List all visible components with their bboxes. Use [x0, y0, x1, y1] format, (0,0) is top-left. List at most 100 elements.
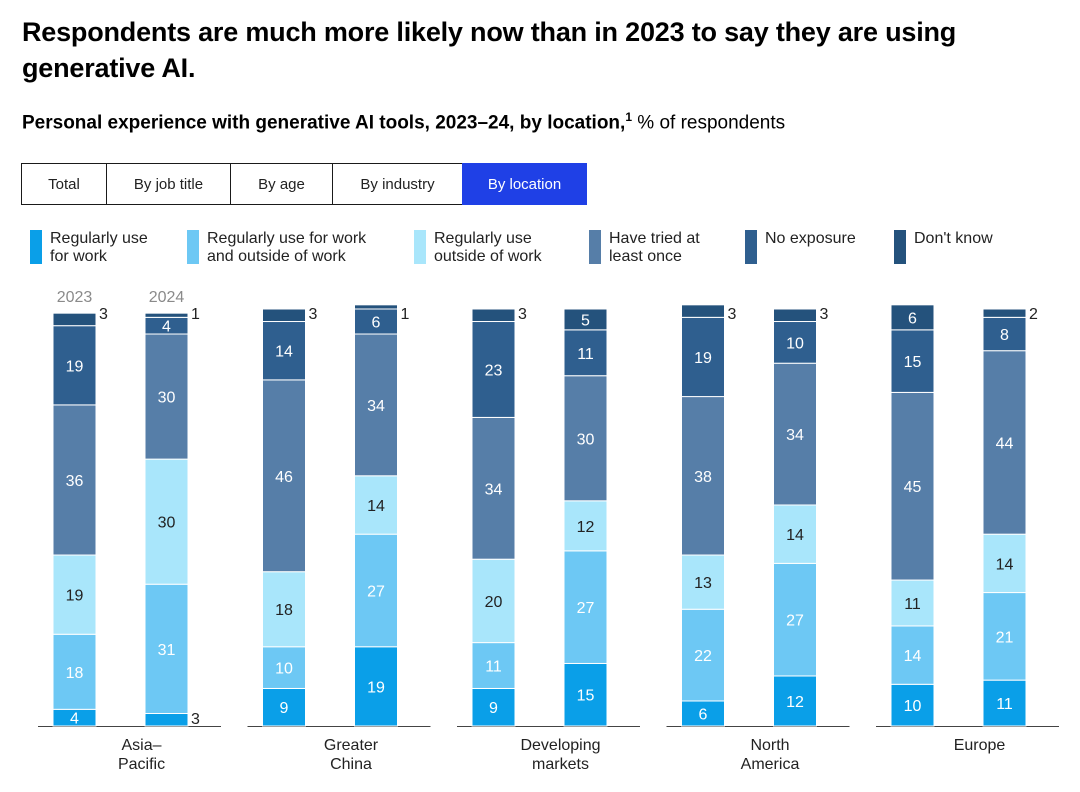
tab-by-industry[interactable]: By industry — [332, 163, 463, 205]
tab-by-location[interactable]: By location — [462, 163, 587, 205]
data-label: 4 — [162, 319, 171, 336]
bar-segment-greater-china-2023-have-tried-at-least-once — [262, 379, 306, 573]
subtitle-unit: % of respondents — [637, 112, 786, 134]
data-label: 12 — [786, 694, 804, 711]
data-label: 1 — [191, 306, 200, 323]
chart-subtitle: Personal experience with generative AI t… — [22, 104, 785, 136]
data-label: 11 — [996, 696, 1013, 713]
bar-segment-greater-china-2023-regularly-use-for-work-and-outside-of-work — [262, 646, 306, 689]
data-label: 14 — [996, 556, 1014, 573]
legend-swatch — [187, 230, 199, 264]
data-label: 46 — [275, 469, 293, 486]
data-label: 34 — [367, 398, 385, 415]
data-label: 27 — [786, 613, 804, 630]
category-label-greater-china: China — [330, 756, 372, 773]
data-label: 3 — [191, 711, 200, 728]
data-label: 3 — [309, 306, 318, 323]
chart-title: Respondents are much more likely now tha… — [22, 17, 957, 83]
data-label: 27 — [577, 600, 595, 617]
legend-item-work-and-outside: Regularly use for work and outside of wo… — [187, 230, 387, 266]
legend-item-tried-once: Have tried at least once — [589, 230, 729, 266]
bar-segment-europe-2024-don-t-know — [982, 308, 1027, 318]
bar-segment-greater-china-2023-regularly-use-outside-of-work — [262, 571, 306, 648]
data-label: 14 — [367, 498, 385, 515]
data-label: 6 — [908, 310, 917, 327]
data-label: 2 — [1029, 306, 1038, 323]
bar-segment-europe-2024-regularly-use-for-work-and-outside-of-work — [982, 592, 1027, 681]
bar-segment-greater-china-2024-don-t-know — [354, 304, 398, 310]
bar-segment-asia-pacific-2023-no-exposure — [52, 325, 97, 406]
bar-segment-developing-markets-2023-don-t-know — [471, 308, 516, 323]
data-label: 8 — [1000, 327, 1009, 344]
tab-by-job-title[interactable]: By job title — [106, 163, 231, 205]
legend-swatch — [414, 230, 426, 264]
bar-segment-europe-2024-have-tried-at-least-once — [982, 350, 1027, 535]
data-label: 34 — [485, 481, 503, 498]
legend-label: Regularly use for work — [50, 230, 148, 265]
bar-segment-north-america-2023-don-t-know — [681, 304, 725, 318]
bar-segment-asia-pacific-2024-have-tried-at-least-once — [144, 333, 189, 460]
category-label-europe: Europe — [954, 737, 1006, 754]
year-label: 2024 — [149, 289, 185, 306]
data-label: 30 — [577, 431, 595, 448]
bar-segment-greater-china-2023-no-exposure — [262, 321, 306, 381]
legend-swatch — [894, 230, 906, 264]
data-label: 38 — [694, 469, 712, 486]
data-label: 3 — [820, 306, 829, 323]
bar-segment-greater-china-2024-have-tried-at-least-once — [354, 333, 398, 477]
data-label: 6 — [699, 706, 708, 723]
legend-label: Have tried at least once — [609, 230, 700, 265]
data-label: 19 — [367, 679, 385, 696]
bar-segment-asia-pacific-2024-regularly-use-for-work-and-outside-of-work — [144, 583, 189, 714]
category-label-greater-china: Greater — [324, 737, 379, 754]
bar-segment-north-america-2024-regularly-use-for-work — [773, 675, 817, 727]
category-label-asia-pacific: Pacific — [118, 756, 165, 773]
bar-segment-asia-pacific-2024-regularly-use-outside-of-work — [144, 458, 189, 585]
legend-item-no-exposure: No exposure — [745, 230, 885, 264]
data-label: 12 — [577, 519, 595, 536]
category-label-north-america: North — [750, 737, 789, 754]
legend-label: Regularly use for work and outside of wo… — [207, 230, 367, 265]
bar-segment-north-america-2024-no-exposure — [773, 321, 817, 364]
data-label: 1 — [401, 306, 410, 323]
legend-swatch — [745, 230, 757, 264]
view-tabs: Total By job title By age By industry By… — [21, 163, 587, 205]
data-label: 14 — [904, 648, 922, 665]
data-label: 11 — [904, 596, 921, 613]
tab-total[interactable]: Total — [21, 163, 107, 205]
bar-segment-asia-pacific-2023-regularly-use-for-work-and-outside-of-work — [52, 633, 97, 710]
bar-segment-developing-markets-2023-regularly-use-for-work — [471, 687, 516, 727]
bar-segment-greater-china-2024-regularly-use-outside-of-work — [354, 475, 398, 535]
bar-segment-north-america-2024-don-t-know — [773, 308, 817, 323]
data-label: 18 — [275, 602, 293, 619]
data-label: 14 — [275, 344, 293, 361]
bar-segment-north-america-2024-regularly-use-outside-of-work — [773, 504, 817, 564]
data-label: 15 — [577, 688, 595, 705]
data-label: 22 — [694, 648, 712, 665]
data-label: 9 — [280, 700, 289, 717]
data-label: 10 — [904, 698, 922, 715]
data-label: 6 — [372, 315, 381, 332]
bar-segment-europe-2023-regularly-use-for-work — [890, 683, 935, 727]
bar-segment-developing-markets-2024-no-exposure — [563, 329, 608, 377]
bar-segment-europe-2023-no-exposure — [890, 329, 935, 393]
data-label: 18 — [66, 665, 84, 682]
bar-segment-europe-2023-don-t-know — [890, 304, 935, 331]
bar-segment-greater-china-2024-regularly-use-for-work-and-outside-of-work — [354, 533, 398, 648]
data-label: 15 — [904, 354, 922, 371]
bar-segment-north-america-2023-regularly-use-outside-of-work — [681, 554, 725, 610]
data-label: 19 — [694, 350, 712, 367]
data-label: 45 — [904, 479, 922, 496]
data-label: 30 — [158, 390, 176, 407]
chart-legend: Regularly use for work Regularly use for… — [30, 230, 1070, 270]
bar-segment-asia-pacific-2023-regularly-use-outside-of-work — [52, 554, 97, 635]
bar-segment-europe-2024-regularly-use-for-work — [982, 679, 1027, 727]
data-label: 13 — [694, 575, 712, 592]
legend-item-regularly-use-for-work: Regularly use for work — [30, 230, 170, 266]
data-label: 10 — [275, 661, 293, 678]
data-label: 34 — [786, 427, 804, 444]
legend-swatch — [589, 230, 601, 264]
bar-segment-north-america-2023-regularly-use-for-work — [681, 700, 725, 727]
tab-by-age[interactable]: By age — [230, 163, 333, 205]
bar-segment-north-america-2024-have-tried-at-least-once — [773, 362, 817, 506]
